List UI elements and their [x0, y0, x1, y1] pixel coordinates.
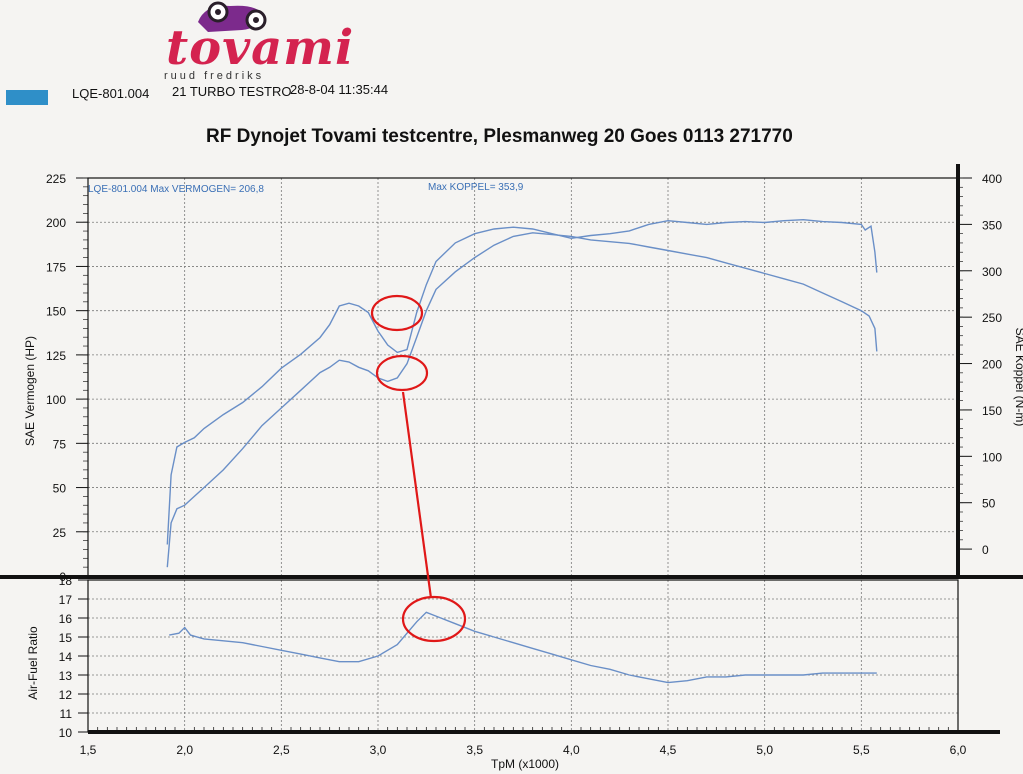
- y-tick-label-afr: 15: [59, 631, 73, 645]
- y-tick-label-afr: 12: [59, 688, 73, 702]
- y-tick-label-torque: 350: [982, 218, 1002, 232]
- y-tick-label-power: 150: [46, 305, 66, 319]
- logo: tovami ruud fredriks: [160, 0, 360, 84]
- series-line-torque: [166, 218, 878, 545]
- logo-car-icon: [198, 1, 267, 32]
- y-axis-label-torque: SAE Koppel (N-m): [1013, 327, 1023, 427]
- x-tick-label: 4,5: [660, 743, 677, 757]
- y-tick-label-power: 200: [46, 216, 66, 230]
- y-tick-label-torque: 150: [982, 404, 1002, 418]
- y-axis-label-power: SAE Vermogen (HP): [23, 335, 37, 447]
- x-tick-label: 4,0: [563, 743, 580, 757]
- y-tick-label-torque: 200: [982, 358, 1002, 372]
- y-tick-label-torque: 300: [982, 265, 1002, 279]
- x-tick-label: 1,5: [80, 743, 97, 757]
- y-tick-label-torque: 250: [982, 311, 1002, 325]
- y-tick-label-power: 225: [46, 172, 66, 186]
- page-title: RF Dynojet Tovami testcentre, Plesmanweg…: [206, 126, 793, 147]
- y-tick-label-afr: 13: [59, 669, 73, 683]
- y-tick-label-torque: 100: [982, 450, 1002, 464]
- header-run-id: LQE-801.004: [72, 86, 150, 101]
- y-tick-label-power: 175: [46, 260, 66, 274]
- annotation-connector-line: [401, 391, 433, 599]
- y-tick-label-power: 50: [53, 482, 67, 496]
- y-tick-label-torque: 50: [982, 497, 996, 511]
- y-tick-label-power: 125: [46, 349, 66, 363]
- x-tick-label: 6,0: [950, 743, 967, 757]
- legend-max-power: LQE-801.004 Max VERMOGEN= 206,8: [88, 184, 264, 195]
- y-tick-label-afr: 10: [59, 726, 73, 740]
- y-tick-label-power: 75: [53, 437, 67, 451]
- y-tick-label-power: 100: [46, 393, 66, 407]
- x-tick-label: 2,0: [176, 743, 193, 757]
- annotation-circle-power-dip: [370, 294, 424, 332]
- header-run-desc: 21 TURBO TESTRO: [172, 84, 292, 99]
- logo-brand: tovami: [166, 20, 355, 76]
- y-tick-label-power: 25: [53, 526, 67, 540]
- plot-frame-top: [87, 177, 959, 577]
- y-tick-label-afr: 14: [59, 650, 73, 664]
- annotation-circle-afr-peak: [401, 595, 467, 643]
- x-tick-label: 2,5: [273, 743, 290, 757]
- series-line-afr: [169, 611, 877, 684]
- y-axis-label-afr: Air-Fuel Ratio: [26, 626, 40, 700]
- y-tick-label-afr: 16: [59, 612, 73, 626]
- x-tick-label: 5,5: [853, 743, 870, 757]
- x-tick-label: 5,0: [756, 743, 773, 757]
- annotation-circle-torque-dip: [375, 354, 429, 392]
- header-datetime: 28-8-04 11:35:44: [290, 82, 389, 97]
- legend-max-torque: Max KOPPEL= 353,9: [428, 182, 524, 193]
- plot-frame-bottom: [87, 579, 959, 733]
- y-tick-label-afr: 18: [59, 574, 73, 588]
- y-tick-label-torque: 400: [982, 172, 1002, 186]
- series-line-power: [166, 232, 878, 568]
- y-tick-label-power: 0: [59, 570, 66, 584]
- y-tick-label-afr: 11: [60, 707, 73, 721]
- y-tick-label-torque: 0: [982, 543, 989, 557]
- logo-subtitle: ruud fredriks: [164, 70, 265, 82]
- y-tick-label-afr: 17: [59, 593, 73, 607]
- x-tick-label: 3,5: [466, 743, 483, 757]
- x-tick-label: 3,0: [370, 743, 387, 757]
- header-swatch: [6, 90, 48, 105]
- x-axis-label: TpM (x1000): [490, 757, 560, 771]
